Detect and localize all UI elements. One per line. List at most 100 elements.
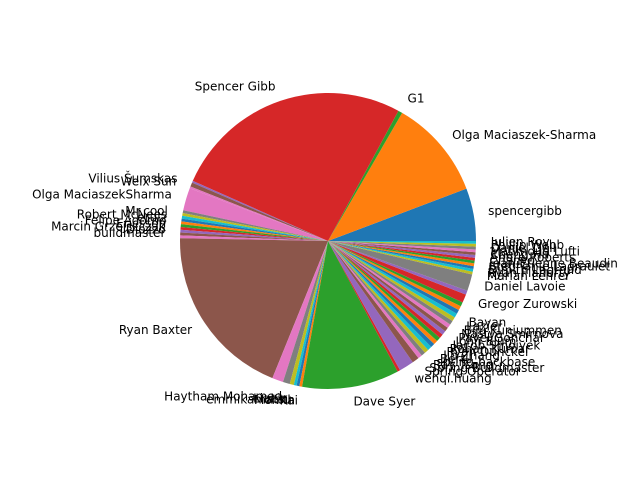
pie-slice bbox=[328, 241, 476, 258]
slice-label: Robert McNees bbox=[77, 207, 168, 221]
slice-label: Ryan Flaherty bbox=[488, 266, 571, 280]
pie-slice bbox=[289, 241, 328, 385]
pie-slice bbox=[328, 241, 453, 325]
slice-label: Diozzo bbox=[126, 223, 166, 237]
slice-label: Phillip Webb bbox=[491, 238, 564, 252]
pie-slice bbox=[183, 188, 328, 241]
slice-label: Jacob Smoiyek bbox=[452, 338, 541, 352]
pie-slice bbox=[328, 241, 466, 303]
pie-slice bbox=[180, 224, 328, 241]
slice-label: Weix Sun bbox=[121, 174, 177, 188]
slice-label: Olga MaciaszekSharma bbox=[32, 187, 172, 201]
pie-slice bbox=[272, 241, 328, 382]
slice-label: Dimitri Lagrand bbox=[488, 263, 582, 277]
slice-label: Lazier bbox=[466, 319, 502, 333]
pie-slice bbox=[328, 241, 438, 345]
slice-label: Dave Syer bbox=[353, 394, 415, 408]
pie-slice bbox=[328, 241, 446, 335]
slice-label: spring-backbase bbox=[436, 355, 535, 369]
pie-slice bbox=[328, 112, 467, 241]
pie-slice bbox=[328, 241, 422, 359]
slice-label: Bayan bbox=[469, 316, 507, 330]
pie-slice bbox=[180, 229, 328, 241]
slice-label: Spring Operator bbox=[424, 365, 520, 379]
pie-slice bbox=[180, 221, 328, 241]
pie-slice bbox=[189, 186, 328, 241]
slice-label: Daniel Dell bbox=[491, 241, 556, 255]
slice-label: Mahmoud Lufti bbox=[490, 244, 580, 258]
slice-label: Ericsson bbox=[116, 217, 166, 231]
pie-slice bbox=[328, 241, 413, 371]
pie-slice bbox=[328, 241, 455, 321]
pie-slice bbox=[328, 241, 474, 272]
slice-label: spencergibb bbox=[488, 204, 562, 218]
slice-label: Haytham Mohamed bbox=[164, 390, 282, 404]
slice-label: wenqi.huang bbox=[414, 371, 491, 385]
slice-label: Mr.cool bbox=[125, 204, 168, 218]
pie-slice bbox=[192, 180, 328, 241]
slice-label: Bertil bbox=[440, 352, 472, 366]
pie-slice bbox=[299, 241, 328, 387]
pie-slice bbox=[328, 241, 476, 247]
slice-label: Jean-Etienne Beaudin bbox=[488, 257, 618, 271]
pie-slice bbox=[181, 215, 328, 241]
pie-slice bbox=[328, 241, 475, 264]
slice-label: Ryan Dunckel bbox=[446, 345, 528, 359]
pie-slice bbox=[296, 241, 328, 387]
slice-label: Rohan Kumar bbox=[450, 342, 530, 356]
pie-slice bbox=[328, 241, 463, 307]
pie-slice bbox=[180, 238, 328, 379]
slice-label: Pavel Gonchar bbox=[458, 331, 544, 345]
slice-label: Ryan Baxter bbox=[119, 323, 192, 337]
pie-slice bbox=[328, 241, 476, 261]
pie-labels: spencergibb Olga Maciaszek-Sharma G1 Spence… bbox=[32, 79, 618, 408]
pie-slice bbox=[180, 226, 328, 241]
pie-slice bbox=[328, 188, 476, 241]
slice-label: Chanyo bbox=[490, 254, 535, 268]
pie-slice bbox=[328, 241, 473, 275]
slice-label: Gregor Zurowski bbox=[478, 297, 577, 311]
pie-slice bbox=[192, 92, 399, 241]
pie-slice bbox=[328, 241, 476, 253]
slice-label: Stephanie Lagraulet bbox=[489, 260, 611, 274]
slice-label: eruiz bbox=[137, 210, 167, 224]
pie-slice bbox=[328, 241, 440, 341]
slice-label: LiaLin bbox=[253, 391, 288, 405]
slice-label: emmikamatsu bbox=[206, 392, 292, 406]
pie-slice bbox=[180, 235, 328, 241]
pie-slice bbox=[182, 210, 328, 241]
pie-slice bbox=[182, 213, 328, 241]
pie-slice bbox=[293, 241, 328, 386]
slice-label: Ray Tsang bbox=[433, 358, 494, 372]
slice-label: Vilius Šumskas bbox=[88, 170, 177, 185]
pie-slice bbox=[328, 241, 474, 269]
slice-label: Jin Zhang bbox=[442, 349, 500, 363]
slice-label: Nastya Smirnova bbox=[461, 327, 563, 341]
pie-slice bbox=[328, 241, 451, 328]
pie-slice bbox=[190, 182, 328, 241]
slice-label: Felipe Adorno bbox=[85, 213, 167, 227]
pie-slice bbox=[302, 241, 398, 390]
pie-slice bbox=[328, 241, 459, 314]
pie-slice bbox=[328, 241, 435, 348]
pie-slice bbox=[328, 241, 448, 332]
pie-slice bbox=[328, 110, 403, 241]
pie-slice bbox=[328, 241, 476, 250]
pie-slices bbox=[180, 92, 476, 390]
slice-label: Mohith bbox=[254, 393, 295, 407]
pie-slice bbox=[328, 241, 443, 338]
pie-slice bbox=[328, 241, 461, 310]
pie-slice bbox=[328, 241, 419, 363]
pie-slice bbox=[181, 218, 328, 241]
slice-label: Daniel Lavoie bbox=[484, 279, 565, 293]
slice-label: Marcin Grzejszczak bbox=[51, 220, 166, 234]
slice-label: Julien Roy bbox=[490, 235, 550, 249]
pie-slice bbox=[328, 241, 468, 295]
slice-label: buildmaster bbox=[94, 226, 166, 240]
slice-label: Marian Lehrer bbox=[487, 269, 570, 283]
slice-label: Olga Maciaszek-Sharma bbox=[452, 128, 596, 142]
slice-label: Kai bbox=[280, 394, 298, 408]
pie-slice bbox=[180, 232, 328, 241]
pie-slice bbox=[328, 241, 426, 356]
